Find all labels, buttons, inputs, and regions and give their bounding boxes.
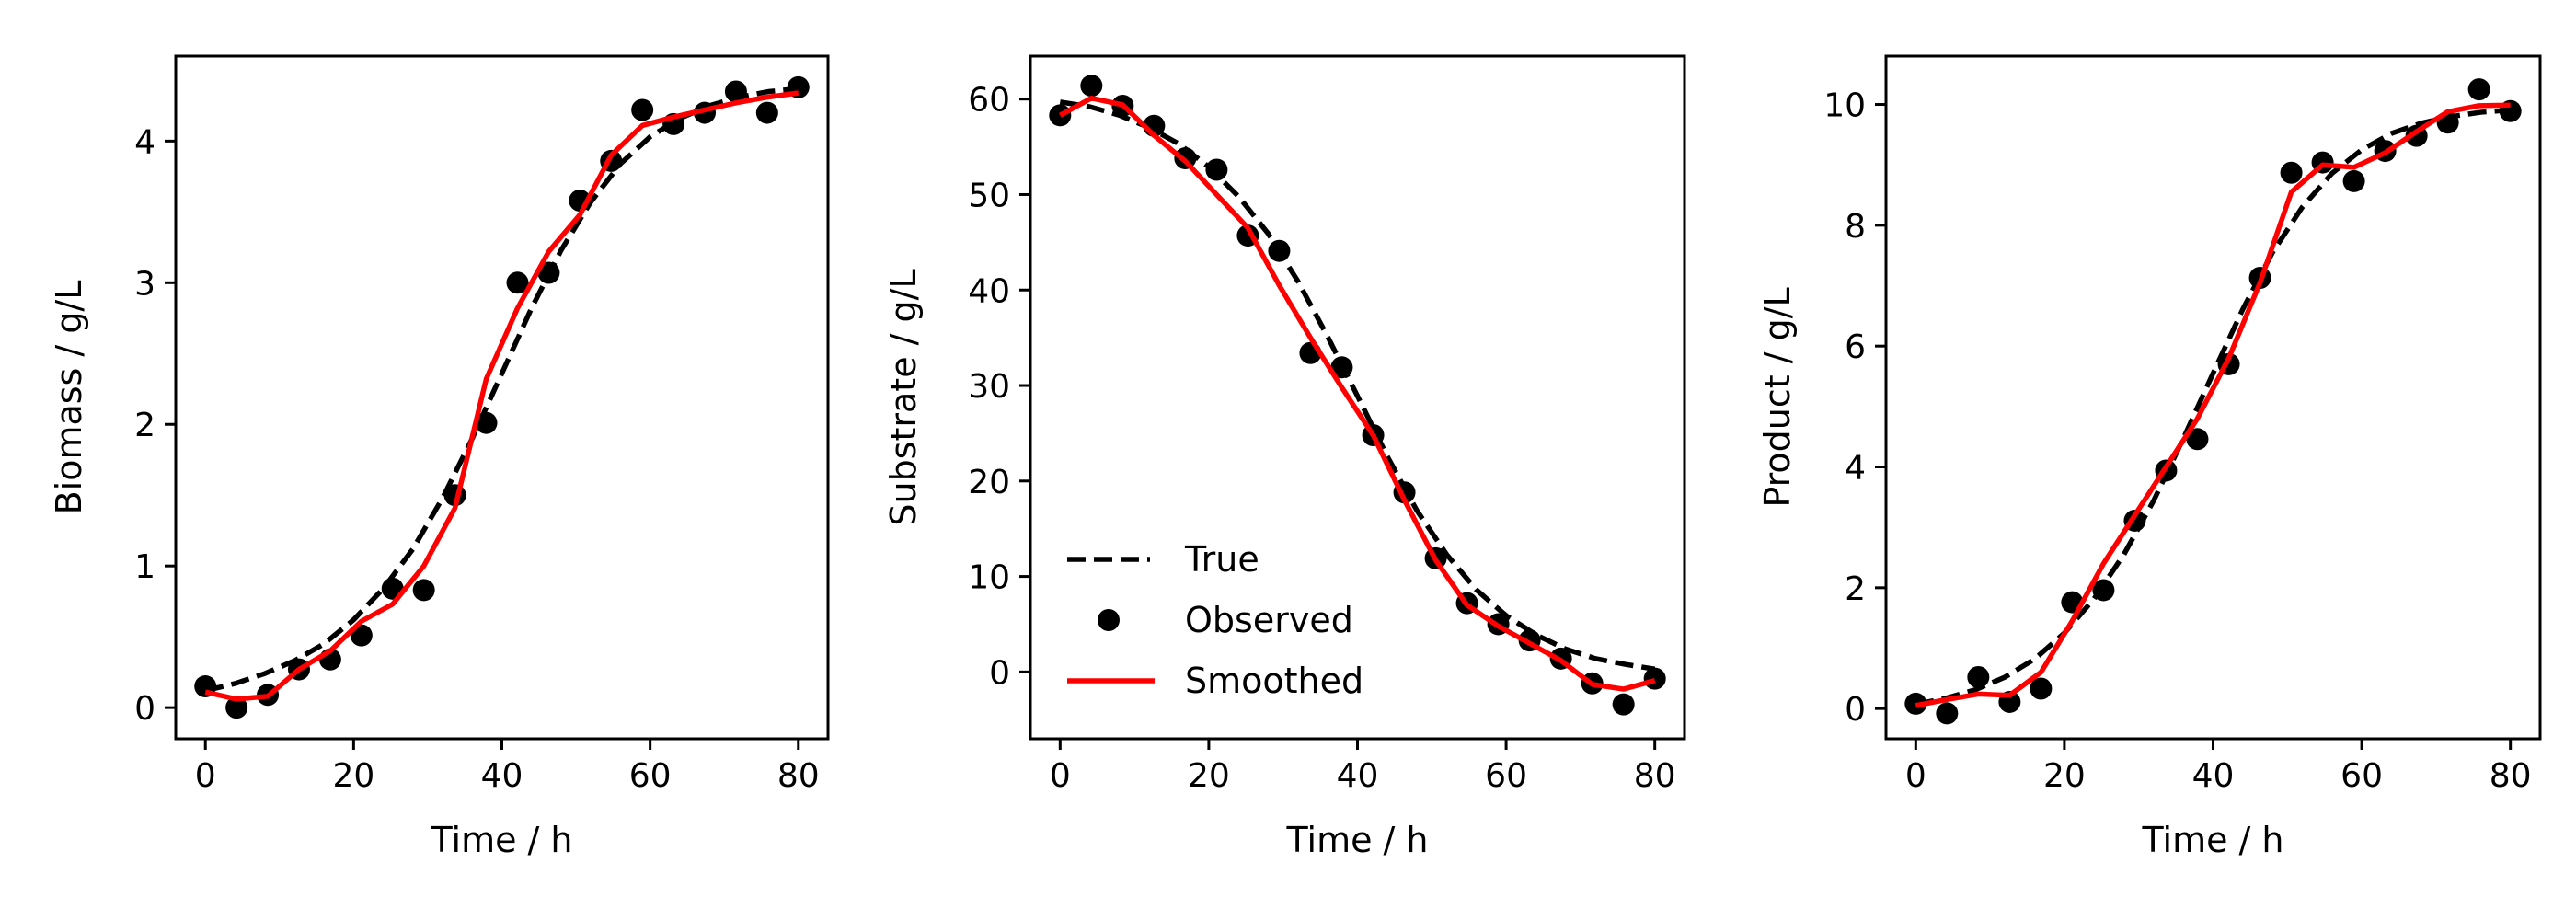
substrate-x-axis-label: Time / h xyxy=(1285,820,1428,860)
substrate-observed-point xyxy=(1080,75,1103,98)
product-panel: 0 20 40 60 80 0 2 4 6 8 10 Time / h Product / g/L xyxy=(1757,54,2542,860)
x-tick-label: 0 xyxy=(1905,757,1926,795)
product-observed-point xyxy=(2030,677,2053,700)
biomass-panel: 0 20 40 60 80 0 1 2 3 4 Time / h Biomass / g/L xyxy=(49,54,830,860)
product-observed-point xyxy=(1936,702,1959,725)
x-tick-label: 40 xyxy=(2192,757,2235,795)
substrate-plot-area xyxy=(1049,75,1666,716)
biomass-axes-frame xyxy=(174,54,830,741)
product-smoothed-line xyxy=(1915,102,2511,708)
substrate-panel: 0 20 40 60 80 0 10 20 30 40 50 60 Time / h Substrate … xyxy=(883,54,1686,860)
y-tick-label: 3 xyxy=(134,265,155,303)
y-tick-label: 1 xyxy=(134,548,155,586)
biomass-observed-point xyxy=(506,271,529,294)
biomass-plot-area xyxy=(194,75,810,719)
product-observed-point xyxy=(2186,428,2209,451)
y-tick-label: 0 xyxy=(989,654,1010,692)
y-tick-label: 40 xyxy=(968,272,1010,310)
biomass-observed-point xyxy=(724,80,747,103)
substrate-observed-point xyxy=(1268,239,1291,262)
legend-label-observed: Observed xyxy=(1185,600,1353,640)
y-tick-label: 4 xyxy=(1845,450,1866,488)
substrate-y-axis-label: Substrate / g/L xyxy=(883,269,924,525)
legend: True Observed Smoothed xyxy=(1067,539,1363,701)
substrate-smoothed-line xyxy=(1058,95,1656,692)
x-tick-label: 80 xyxy=(777,757,820,795)
x-tick-label: 60 xyxy=(1485,757,1527,795)
legend-label-true: True xyxy=(1184,539,1259,580)
y-tick-label: 0 xyxy=(134,690,155,728)
x-tick-label: 20 xyxy=(2043,757,2086,795)
biomass-y-axis-label: Biomass / g/L xyxy=(49,281,89,515)
product-axes-frame xyxy=(1884,54,2542,741)
y-tick-label: 30 xyxy=(968,368,1010,406)
x-tick-label: 0 xyxy=(195,757,216,795)
biomass-observed-point xyxy=(631,98,654,121)
biomass-observed-point xyxy=(537,261,560,284)
biomass-observed-point xyxy=(475,411,498,434)
biomass-x-axis-label: Time / h xyxy=(430,820,572,860)
y-tick-label: 2 xyxy=(134,407,155,444)
biomass-true-line xyxy=(204,86,799,694)
x-tick-label: 20 xyxy=(1188,757,1230,795)
product-y-axis-label: Product / g/L xyxy=(1757,287,1798,507)
y-tick-label: 2 xyxy=(1845,570,1866,608)
biomass-observed-point xyxy=(755,101,778,124)
substrate-observed-point xyxy=(1612,693,1635,716)
substrate-true-line xyxy=(1059,99,1656,672)
x-tick-label: 80 xyxy=(1634,757,1676,795)
product-x-axis-label: Time / h xyxy=(2141,820,2283,860)
x-tick-label: 60 xyxy=(629,757,672,795)
product-observed-point xyxy=(1967,666,1990,689)
y-tick-label: 4 xyxy=(134,123,155,161)
substrate-observed-point xyxy=(1205,158,1228,181)
substrate-observed-point xyxy=(1330,356,1353,379)
legend-observed-swatch xyxy=(1098,609,1120,631)
legend-label-smoothed: Smoothed xyxy=(1185,661,1363,701)
product-observed-point xyxy=(2092,579,2115,602)
y-tick-label: 0 xyxy=(1845,691,1866,729)
product-plot-area xyxy=(1904,78,2522,725)
biomass-observed-point xyxy=(412,579,435,602)
y-tick-label: 60 xyxy=(968,82,1010,120)
y-tick-label: 20 xyxy=(968,464,1010,501)
x-tick-label: 60 xyxy=(2340,757,2383,795)
y-tick-label: 6 xyxy=(1845,328,1866,366)
product-observed-point xyxy=(2467,78,2490,101)
product-true-line xyxy=(1915,107,2511,707)
y-tick-label: 10 xyxy=(1823,87,1866,125)
biomass-smoothed-line xyxy=(204,90,799,702)
x-tick-label: 40 xyxy=(481,757,523,795)
y-tick-label: 10 xyxy=(968,559,1010,597)
x-tick-label: 0 xyxy=(1050,757,1071,795)
substrate-observed-point xyxy=(1643,667,1666,690)
product-observed-point xyxy=(2342,169,2365,192)
biomass-observed-point xyxy=(225,696,248,719)
product-observed-point xyxy=(2280,161,2303,184)
x-tick-label: 20 xyxy=(332,757,374,795)
y-tick-label: 8 xyxy=(1845,208,1866,246)
y-tick-label: 50 xyxy=(968,177,1010,214)
x-tick-label: 40 xyxy=(1337,757,1379,795)
x-tick-label: 80 xyxy=(2490,757,2532,795)
